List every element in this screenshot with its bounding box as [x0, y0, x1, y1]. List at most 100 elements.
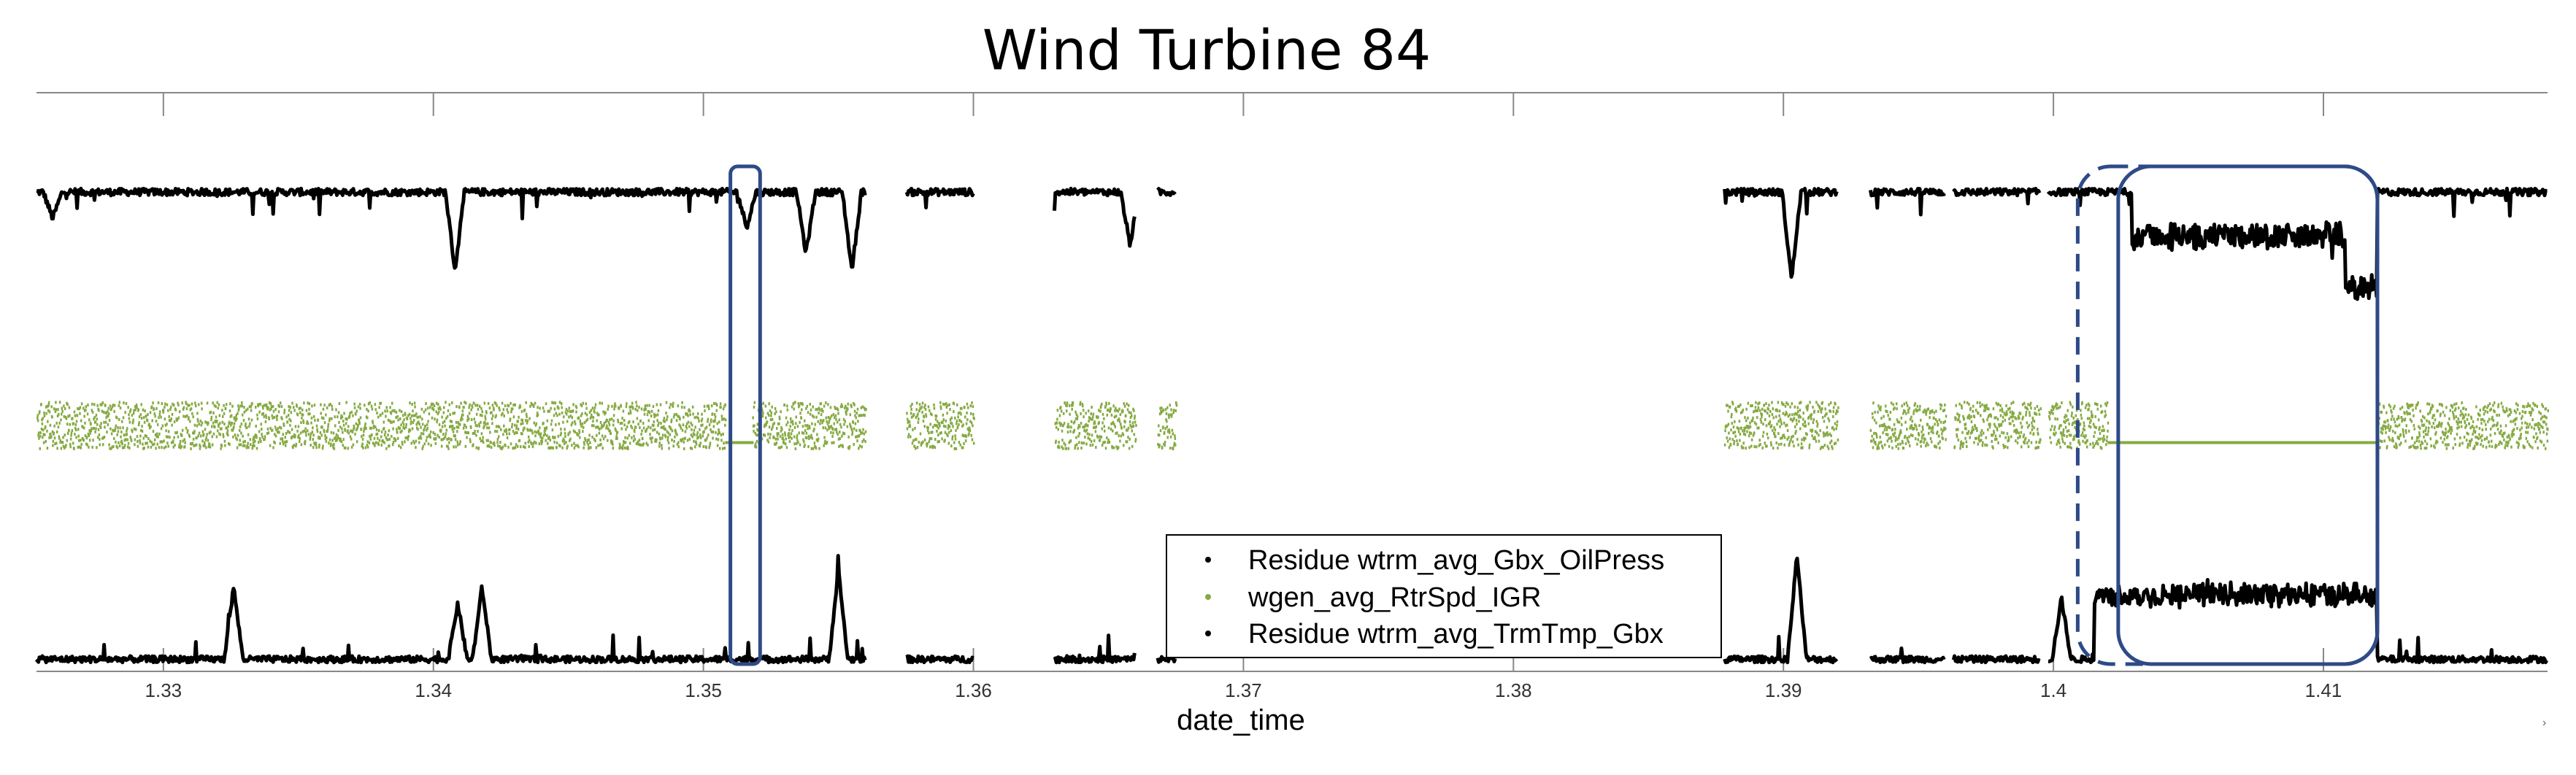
series-2-point: [915, 438, 918, 441]
series-2-point: [1737, 427, 1739, 430]
series-2-point: [794, 401, 796, 404]
series-2-point: [1897, 443, 1899, 446]
series-2-point: [99, 438, 101, 441]
series-2-point: [1064, 444, 1066, 447]
series-2-point: [415, 412, 418, 415]
series-2-point: [240, 443, 242, 446]
series-2-point: [2052, 412, 2054, 415]
series-2-point: [204, 444, 206, 447]
series-2-point: [86, 436, 88, 439]
series-2-point: [1975, 409, 1977, 412]
series-2-point: [596, 434, 598, 437]
series-2-point: [1962, 445, 1964, 448]
series-2-point: [647, 444, 649, 447]
series-2-point: [1871, 435, 1873, 438]
series-2-point: [856, 412, 858, 415]
series-2-point: [1742, 409, 1745, 412]
series-2-point: [80, 406, 82, 409]
series-2-point: [665, 412, 667, 415]
series-2-point: [369, 442, 371, 444]
series-2-point: [650, 426, 652, 429]
series-2-point: [104, 436, 106, 439]
series-2-point: [1930, 437, 1932, 440]
series-2-point: [1999, 423, 2001, 426]
series-2-point: [1766, 412, 1769, 415]
series-2-point: [504, 444, 507, 447]
series-2-point: [2066, 430, 2069, 433]
series-2-point: [1778, 415, 1780, 417]
series-2-point: [163, 439, 165, 442]
series-2-point: [399, 427, 401, 430]
series-2-point: [448, 441, 450, 444]
series-2-point: [705, 446, 707, 449]
series-2-point: [91, 427, 93, 430]
series-2-point: [919, 403, 921, 406]
series-2-point: [1104, 441, 1106, 444]
series-2-point: [968, 432, 970, 435]
series-2-point: [102, 443, 104, 446]
series-2-point: [559, 444, 561, 447]
series-2-point: [144, 409, 146, 412]
series-2-point: [768, 402, 770, 405]
series-2-point: [2010, 411, 2012, 414]
series-2-point: [2097, 408, 2099, 411]
series-2-point: [150, 411, 152, 414]
series-2-point: [314, 419, 316, 422]
series-2-point: [2094, 431, 2096, 434]
series-2-point: [2010, 402, 2012, 405]
series-2-point: [345, 429, 347, 432]
series-2-point: [684, 437, 686, 440]
series-2-point: [388, 438, 391, 441]
series-2-point: [145, 415, 147, 417]
series-2-point: [616, 437, 618, 440]
series-2-point: [771, 406, 773, 409]
series-2-point: [320, 433, 323, 436]
series-2-point: [701, 423, 704, 426]
series-2-point: [343, 424, 345, 427]
series-2-point: [274, 442, 276, 444]
series-2-point: [1064, 422, 1066, 425]
series-2-point: [491, 411, 493, 414]
series-2-point: [1919, 408, 1921, 411]
series-2-point: [1061, 409, 1063, 412]
series-2-point: [621, 422, 623, 425]
series-2-point: [569, 431, 571, 433]
series-2-point: [841, 435, 843, 438]
series-2-point: [2028, 439, 2030, 442]
series-2-point: [512, 407, 514, 410]
series-2-point: [634, 408, 637, 411]
series-2-point: [193, 444, 195, 447]
series-2-point: [1779, 425, 1781, 428]
series-2-point: [423, 411, 426, 414]
series-2-point: [653, 420, 655, 423]
series-2-point: [422, 445, 424, 448]
series-2-point: [2090, 420, 2092, 423]
series-2-point: [2089, 443, 2091, 446]
series-2-point: [1171, 413, 1173, 416]
series-2-point: [274, 416, 276, 419]
series-2-point: [965, 435, 967, 438]
series-2-point: [2069, 433, 2071, 436]
series-2-point: [418, 416, 420, 419]
series-2-point: [1135, 424, 1137, 427]
series-2-point: [704, 409, 706, 412]
series-2-point: [659, 438, 661, 441]
series-2-point: [1760, 418, 1762, 421]
series-2-point: [1823, 420, 1826, 423]
series-2-point: [425, 409, 427, 412]
series-2-point: [1077, 427, 1080, 430]
series-2-point: [371, 405, 373, 408]
series-2-point: [642, 422, 645, 425]
series-2-point: [443, 412, 445, 415]
series-2-point: [471, 418, 473, 421]
series-2-point: [806, 432, 808, 435]
series-2-point: [2021, 431, 2023, 434]
series-2-point: [1728, 431, 1730, 434]
series-2-point: [355, 409, 358, 412]
series-2-point: [212, 443, 214, 446]
series-2-point: [197, 420, 199, 423]
series-2-point: [339, 425, 342, 428]
series-2-point: [628, 406, 631, 409]
series-2-point: [95, 427, 97, 430]
series-2-point: [1761, 413, 1764, 416]
